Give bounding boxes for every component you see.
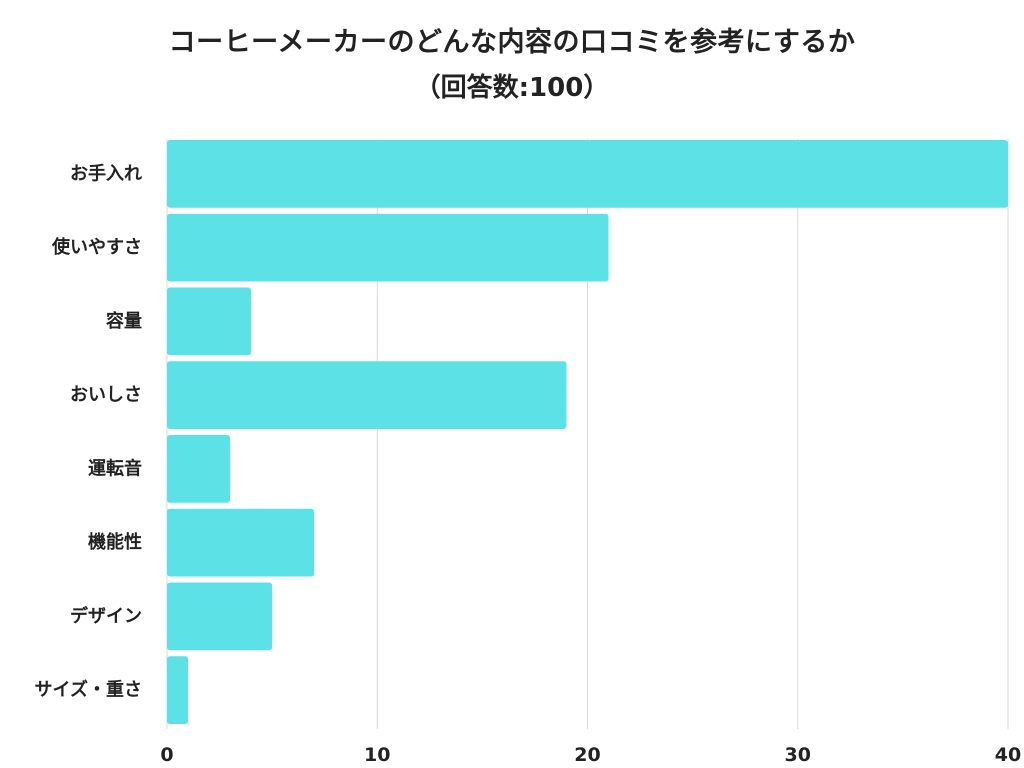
x-tick-label-30: 30 xyxy=(785,744,811,766)
bar-8 xyxy=(167,656,189,724)
x-tick-label-0: 0 xyxy=(160,744,173,766)
bar-2 xyxy=(167,213,609,282)
bar-6 xyxy=(167,508,315,577)
chart-subtitle: （回答数:100） xyxy=(414,73,610,103)
chart-title-block: コーヒーメーカーのどんな内容の口コミを参考にするか （回答数:100） xyxy=(0,22,1024,110)
category-label-7: デザイン xyxy=(70,605,142,627)
chart-title: コーヒーメーカーのどんな内容の口コミを参考にするか xyxy=(168,27,856,58)
category-label-1: お手入れ xyxy=(70,162,142,184)
category-label-4: おいしさ xyxy=(70,385,142,406)
category-label-6: 機能性 xyxy=(88,531,142,553)
x-tick-label-10: 10 xyxy=(364,744,390,766)
category-label-8: サイズ・重さ xyxy=(35,679,142,701)
bars xyxy=(167,140,1008,724)
x-tick-label-20: 20 xyxy=(574,744,600,766)
x-tick-labels: 0 10 20 30 40 xyxy=(160,744,1021,766)
bar-1 xyxy=(167,140,1008,208)
category-label-2: 使いやすさ xyxy=(51,237,142,258)
x-tick-label-40: 40 xyxy=(995,744,1021,766)
bar-3 xyxy=(167,287,252,356)
category-label-3: 容量 xyxy=(106,310,142,332)
bar-4 xyxy=(167,361,567,429)
bar-5 xyxy=(167,435,231,503)
category-label-5: 運転音 xyxy=(88,457,142,479)
bar-7 xyxy=(167,582,273,651)
